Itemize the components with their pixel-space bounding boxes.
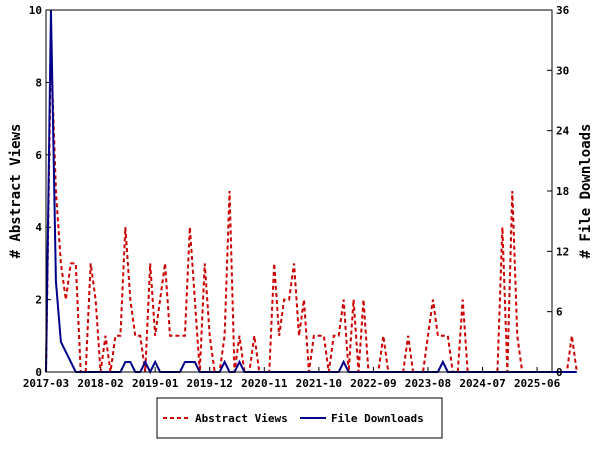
- x-tick-label: 2019-01: [132, 377, 179, 390]
- legend-box: [156, 397, 443, 439]
- legend-label-file-downloads: File Downloads: [331, 412, 424, 425]
- right-tick-label: 0: [556, 366, 563, 379]
- x-tick-label: 2017-03: [23, 377, 69, 390]
- x-axis-tick-labels: 2017-03 2018-02 2019-01 2019-12 2020-11 2021-…: [23, 377, 561, 390]
- x-tick-label: 2018-02: [77, 377, 123, 390]
- right-axis-tick-labels: 0 6 12 18 24 30 36: [556, 4, 570, 379]
- left-tick-label: 10: [29, 4, 42, 17]
- right-tick-label: 12: [556, 245, 569, 258]
- left-tick-label: 6: [35, 149, 42, 162]
- left-tick-label: 4: [35, 221, 42, 234]
- left-tick-label: 2: [35, 294, 42, 307]
- right-tick-label: 6: [556, 306, 563, 319]
- x-tick-label: 2024-07: [459, 377, 505, 390]
- x-tick-label: 2020-11: [241, 377, 288, 390]
- left-axis-tick-labels: 0 2 4 6 8 10: [29, 4, 43, 379]
- x-tick-label: 2021-10: [296, 377, 342, 390]
- plot-frame: [45, 9, 553, 373]
- left-axis-title: # Abstract Views: [8, 124, 24, 259]
- x-tick-label: 2025-06: [514, 377, 561, 390]
- legend-label-abstract-views: Abstract Views: [195, 412, 288, 425]
- right-tick-label: 36: [556, 4, 570, 17]
- left-tick-label: 8: [35, 76, 42, 89]
- x-tick-label: 2023-08: [405, 377, 451, 390]
- legend: Abstract Views File Downloads: [156, 397, 443, 439]
- right-axis-title: # File Downloads: [578, 124, 594, 259]
- right-tick-label: 18: [556, 185, 569, 198]
- right-tick-label: 30: [556, 64, 569, 77]
- plot-area: [46, 10, 552, 372]
- x-tick-label: 2022-09: [350, 377, 396, 390]
- left-tick-label: 0: [35, 366, 42, 379]
- x-tick-label: 2019-12: [187, 377, 233, 390]
- right-tick-label: 24: [556, 125, 570, 138]
